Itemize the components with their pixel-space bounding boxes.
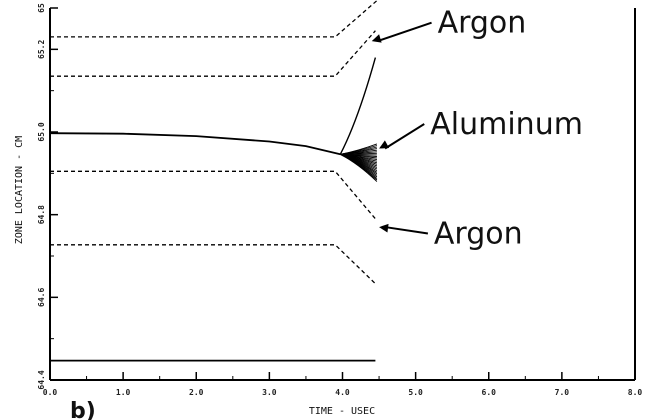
panel-label: b) bbox=[70, 399, 96, 420]
series-lines bbox=[49, 0, 379, 362]
dashed-zone-line bbox=[50, 30, 376, 77]
annotation-arrow-line bbox=[384, 123, 425, 150]
plot-frame bbox=[49, 8, 636, 381]
y-tick-label: 65.2 bbox=[37, 40, 46, 59]
annotations: Argon Aluminum Argon bbox=[371, 6, 583, 252]
dashed-zone-line bbox=[50, 0, 379, 38]
x-tick-label: 8.0 bbox=[628, 388, 643, 397]
x-axis-ticks: 0.0 1.0 2.0 3.0 4.0 5.0 6.0 7.0 8.0 bbox=[43, 372, 643, 397]
aluminum-zone-fan bbox=[339, 57, 378, 182]
annotation-label: Argon bbox=[438, 6, 527, 41]
aluminum-zone-line bbox=[340, 153, 378, 182]
annotation-label: Aluminum bbox=[430, 107, 583, 142]
x-axis-title: TIME - USEC bbox=[309, 406, 375, 417]
y-tick-label: 65 bbox=[37, 3, 46, 13]
annotation-label: Argon bbox=[434, 217, 523, 252]
x-tick-label: 6.0 bbox=[482, 388, 497, 397]
dashed-zone-line bbox=[50, 170, 376, 220]
y-axis-title: ZONE LOCATION - CM bbox=[14, 136, 25, 244]
annotation-arrowhead bbox=[379, 223, 389, 233]
x-tick-label: 2.0 bbox=[189, 388, 204, 397]
dashed-zone-line bbox=[50, 244, 376, 285]
y-axis-ticks: 64.4 64.6 64.8 65.0 65.2 65 bbox=[37, 3, 58, 390]
annotation-arrowhead bbox=[379, 140, 390, 149]
y-tick-label: 64.4 bbox=[37, 370, 46, 389]
x-tick-label: 3.0 bbox=[262, 388, 277, 397]
x-tick-label: 5.0 bbox=[408, 388, 423, 397]
x-tick-label: 4.0 bbox=[335, 388, 350, 397]
annotation-arrow-line bbox=[377, 21, 432, 43]
x-tick-label: 0.0 bbox=[43, 388, 58, 397]
annotation-arrowhead bbox=[371, 34, 382, 43]
x-tick-label: 7.0 bbox=[555, 388, 570, 397]
aluminum-zone-line bbox=[339, 57, 377, 155]
x-tick-label: 1.0 bbox=[116, 388, 131, 397]
y-tick-label: 65.0 bbox=[37, 122, 46, 141]
y-tick-label: 64.8 bbox=[37, 205, 46, 224]
annotation-arrow-line bbox=[384, 226, 429, 235]
y-tick-label: 64.6 bbox=[37, 288, 46, 307]
solid-zone-line bbox=[49, 132, 341, 156]
